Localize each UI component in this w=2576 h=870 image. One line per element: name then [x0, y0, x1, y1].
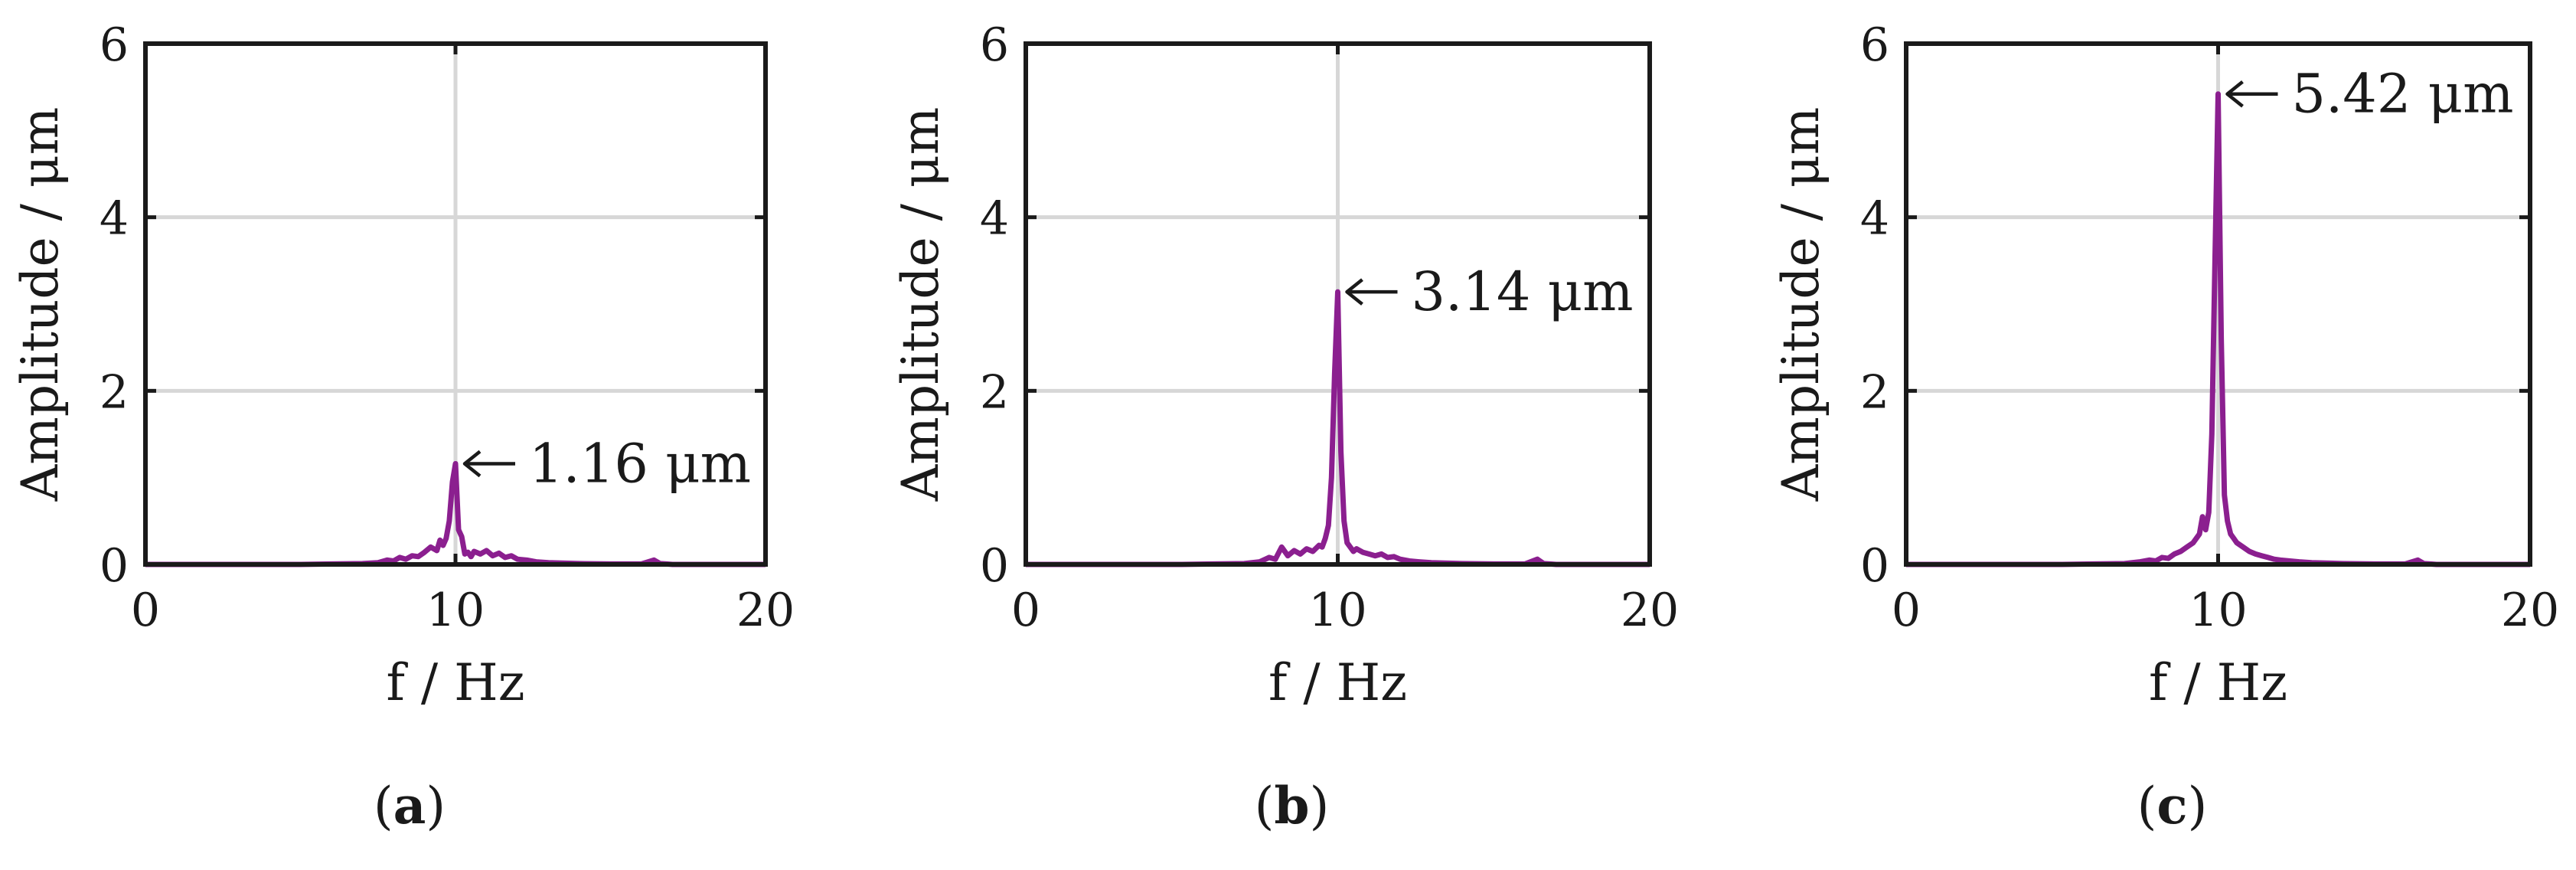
annotation-label: 1.16 μm — [529, 433, 751, 496]
annotation-label: 3.14 μm — [1412, 260, 1634, 323]
chart-panel-2: 0 2 4 6 0 10 20 f / Hz Amplitude / μm 3.14 μm (b) — [891, 18, 1679, 836]
annotation-arrowhead — [2225, 80, 2244, 108]
xtick-label: 10 — [1308, 584, 1366, 637]
ytick-label: 4 — [1860, 192, 1889, 246]
ytick-label: 0 — [980, 539, 1009, 593]
annotation-arrowhead — [1345, 278, 1363, 306]
y-axis-label: Amplitude / μm — [1771, 107, 1830, 502]
panel-label: (c) — [2137, 776, 2208, 836]
xtick-label: 20 — [736, 584, 795, 637]
chart-panel-1: 0 2 4 6 0 10 20 f / Hz Amplitude / μm 1.16 μm (a) — [11, 18, 795, 836]
ytick-label: 2 — [100, 365, 129, 419]
ytick-label: 4 — [100, 192, 129, 246]
ytick-label: 6 — [100, 18, 129, 72]
xtick-label: 20 — [1621, 584, 1679, 637]
x-axis-label: f / Hz — [1268, 653, 1407, 712]
xtick-label: 20 — [2501, 584, 2559, 637]
xtick-label: 0 — [1892, 584, 1921, 637]
xtick-label: 10 — [2189, 584, 2247, 637]
annotation-label: 5.42 μm — [2292, 63, 2514, 126]
annotation-arrowhead — [462, 450, 482, 478]
ytick-label: 0 — [1860, 539, 1889, 593]
xtick-label: 10 — [426, 584, 485, 637]
y-axis-label: Amplitude / μm — [891, 107, 950, 502]
xtick-label: 0 — [131, 584, 160, 637]
panel-label: (b) — [1255, 776, 1330, 836]
xtick-label: 0 — [1011, 584, 1040, 637]
ytick-label: 2 — [1860, 365, 1889, 419]
ytick-label: 2 — [980, 365, 1009, 419]
ytick-label: 6 — [1860, 18, 1889, 72]
ytick-label: 0 — [100, 539, 129, 593]
ytick-label: 6 — [980, 18, 1009, 72]
y-axis-label: Amplitude / μm — [11, 107, 70, 502]
ytick-label: 4 — [980, 192, 1009, 246]
x-axis-label: f / Hz — [387, 653, 525, 712]
chart-panel-3: 0 2 4 6 0 10 20 f / Hz Amplitude / μm 5.42 μm (c) — [1771, 18, 2559, 836]
panel-label: (a) — [374, 776, 446, 836]
x-axis-label: f / Hz — [2149, 653, 2287, 712]
